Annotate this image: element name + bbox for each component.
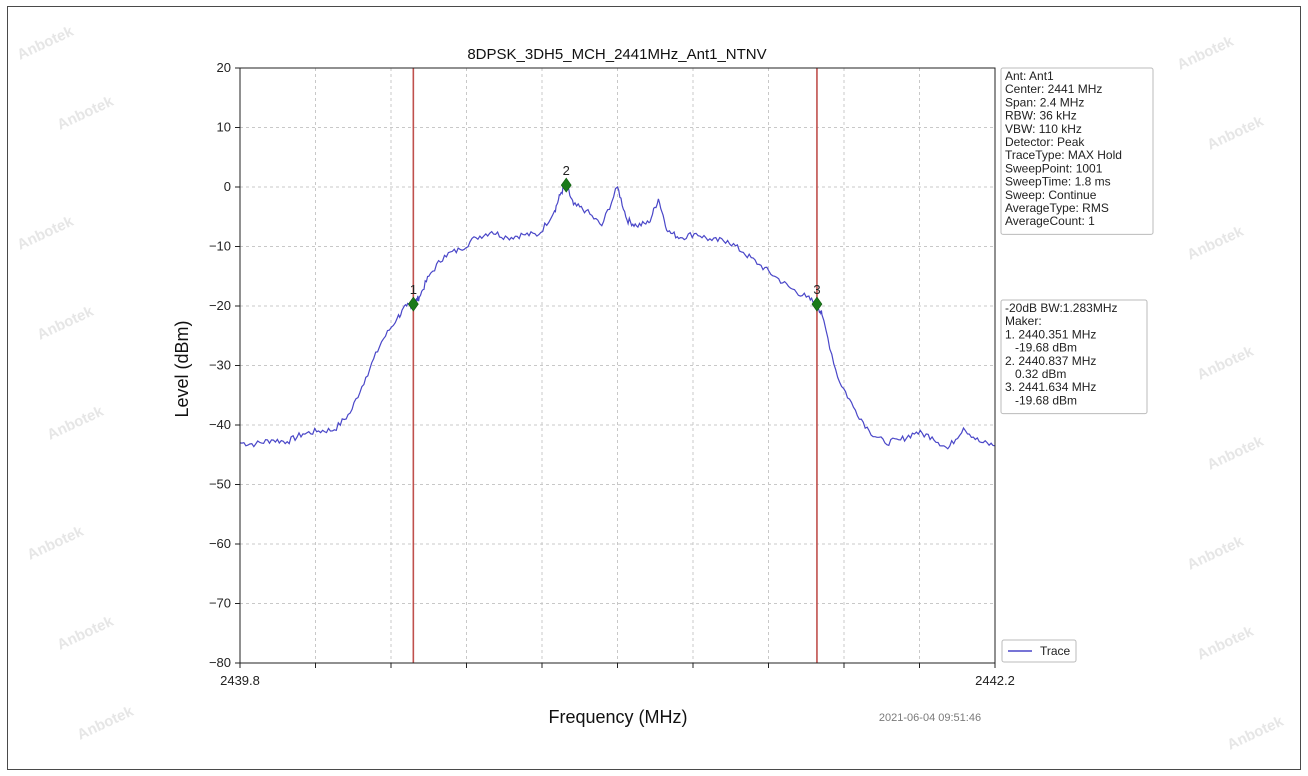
chart-title: 8DPSK_3DH5_MCH_2441MHz_Ant1_NTNV <box>467 46 766 63</box>
box-line: Detector: Peak <box>1005 135 1085 149</box>
x-tick-label: 2439.8 <box>220 673 260 688</box>
box-line: SweepTime: 1.8 ms <box>1005 175 1111 189</box>
legend-frame <box>1001 639 1077 663</box>
y-tick-label: 20 <box>217 60 231 75</box>
box-frame <box>1000 67 1154 235</box>
timestamp: 2021-06-04 09:51:46 <box>879 712 981 724</box>
y-tick-label: −60 <box>209 536 231 551</box>
box-line: Span: 2.4 MHz <box>1005 95 1084 109</box>
y-tick-label: −40 <box>209 417 231 432</box>
trace-series <box>239 183 996 450</box>
box-line: -19.68 dBm <box>1005 393 1077 407</box>
marker-diamond <box>560 177 572 193</box>
x-tick-label: 2442.2 <box>975 673 1015 688</box>
legend: Trace <box>1001 639 1077 663</box>
y-tick-label: −10 <box>209 239 231 254</box>
marker-diamond <box>407 296 419 312</box>
marker-label: 2 <box>563 163 570 178</box>
y-tick-label: 10 <box>217 120 231 135</box>
peak-markers: 1 2 3 <box>407 163 823 312</box>
box-line: RBW: 36 kHz <box>1005 109 1077 123</box>
box-line: TraceType: MAX Hold <box>1005 148 1122 162</box>
grid <box>240 67 995 664</box>
y-tick-label: −30 <box>209 358 231 373</box>
box-line: Center: 2441 MHz <box>1005 82 1102 96</box>
y-tick-label: −80 <box>209 655 231 670</box>
marker-lines <box>412 68 818 663</box>
box-line: AverageType: RMS <box>1005 201 1109 215</box>
marker-diamond <box>811 296 823 312</box>
box-line: Maker: <box>1005 314 1042 328</box>
box-frame <box>1000 299 1148 415</box>
marker-label: 1 <box>410 282 417 297</box>
box-line: VBW: 110 kHz <box>1005 122 1082 136</box>
box-line: 3. 2441.634 MHz <box>1005 380 1096 394</box>
box-line: 0.32 dBm <box>1005 367 1066 381</box>
y-tick-label: −50 <box>209 477 231 492</box>
legend-label: Trace <box>1040 644 1071 658</box>
box-line: 1. 2440.351 MHz <box>1005 327 1096 341</box>
box-line: -20dB BW:1.283MHz <box>1005 301 1118 315</box>
y-tick-label: −70 <box>209 596 231 611</box>
box-line: SweepPoint: 1001 <box>1005 161 1103 175</box>
x-axis-label: Frequency (MHz) <box>548 707 687 727</box>
box-line: Ant: Ant1 <box>1005 69 1054 83</box>
box-line: 2. 2440.837 MHz <box>1005 354 1096 368</box>
marker-label: 3 <box>813 282 820 297</box>
box-line: -19.68 dBm <box>1005 341 1077 355</box>
ticks: 20 10 0 −10 −20 −30 −40 −50 −60 −70 −80 2439.8 2442.… <box>209 60 1015 688</box>
plot-area-border <box>239 67 996 664</box>
box-line: AverageCount: 1 <box>1005 214 1095 228</box>
trace-line <box>239 183 996 450</box>
y-tick-label: −20 <box>209 298 231 313</box>
box-line: Sweep: Continue <box>1005 188 1097 202</box>
y-tick-label: 0 <box>224 179 231 194</box>
y-axis-label: Level (dBm) <box>172 320 192 417</box>
